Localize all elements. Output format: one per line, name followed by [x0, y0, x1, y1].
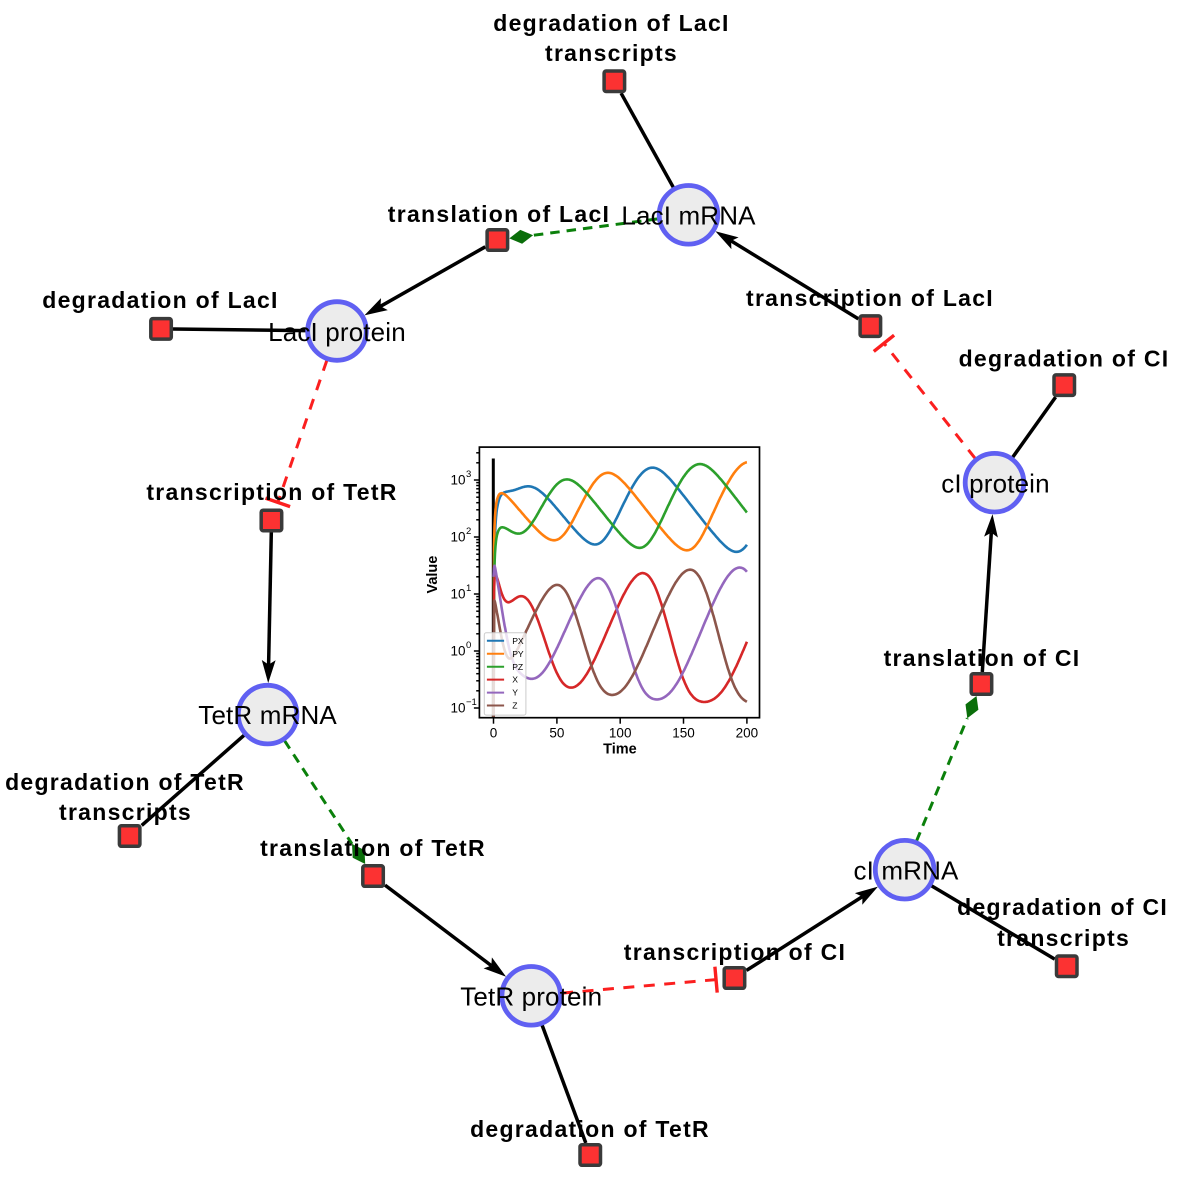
svg-text:PZ: PZ: [512, 662, 523, 672]
svg-text:translation of TetR: translation of TetR: [260, 835, 486, 861]
svg-text:TetR mRNA: TetR mRNA: [198, 700, 337, 730]
svg-text:0: 0: [490, 726, 498, 741]
svg-text:degradation of LacI: degradation of LacI: [42, 287, 278, 313]
svg-text:−1: −1: [466, 697, 477, 708]
svg-text:150: 150: [672, 726, 695, 741]
svg-text:cI protein: cI protein: [941, 468, 1049, 498]
svg-text:Y: Y: [512, 688, 518, 698]
svg-text:0: 0: [466, 640, 471, 651]
svg-text:50: 50: [549, 726, 564, 741]
svg-text:Z: Z: [512, 701, 517, 711]
svg-text:degradation of TetR: degradation of TetR: [5, 769, 245, 795]
svg-text:10: 10: [450, 530, 465, 545]
svg-text:degradation of TetR: degradation of TetR: [470, 1116, 710, 1142]
svg-text:TetR protein: TetR protein: [460, 981, 602, 1011]
svg-text:transcripts: transcripts: [997, 925, 1130, 951]
svg-text:degradation of CI: degradation of CI: [957, 894, 1168, 920]
svg-text:PX: PX: [512, 636, 524, 646]
svg-text:transcription of CI: transcription of CI: [624, 939, 846, 965]
svg-text:transcription of LacI: transcription of LacI: [746, 285, 994, 311]
svg-text:200: 200: [736, 726, 759, 741]
svg-text:3: 3: [466, 469, 471, 480]
svg-text:transcripts: transcripts: [59, 799, 192, 825]
svg-text:transcripts: transcripts: [545, 40, 678, 66]
svg-text:1: 1: [466, 583, 471, 594]
svg-text:degradation of CI: degradation of CI: [959, 346, 1170, 372]
svg-text:LacI mRNA: LacI mRNA: [621, 201, 756, 231]
svg-text:10: 10: [450, 473, 465, 488]
svg-text:transcription of TetR: transcription of TetR: [146, 479, 397, 505]
svg-text:2: 2: [466, 526, 471, 537]
svg-text:PY: PY: [512, 649, 524, 659]
svg-text:100: 100: [609, 726, 632, 741]
svg-text:LacI protein: LacI protein: [268, 317, 406, 347]
svg-text:10: 10: [450, 701, 465, 716]
svg-text:10: 10: [450, 644, 465, 659]
svg-text:translation of LacI: translation of LacI: [388, 201, 610, 227]
svg-text:degradation of LacI: degradation of LacI: [493, 10, 729, 36]
svg-text:cI mRNA: cI mRNA: [853, 855, 959, 885]
svg-text:X: X: [512, 675, 518, 685]
svg-text:Value: Value: [425, 556, 441, 594]
svg-text:translation of CI: translation of CI: [884, 645, 1081, 671]
svg-text:Time: Time: [603, 742, 637, 758]
svg-text:10: 10: [450, 587, 465, 602]
